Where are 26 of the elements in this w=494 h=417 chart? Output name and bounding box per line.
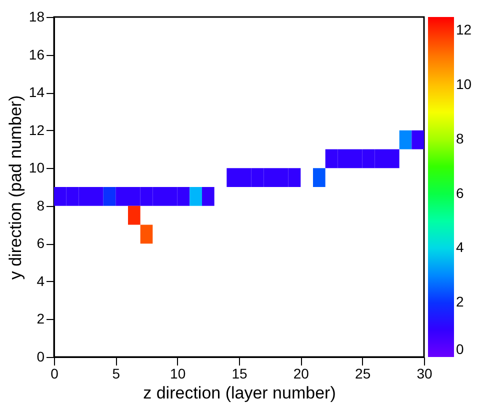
color-bar-label: 8 xyxy=(456,130,464,146)
y-axis-title: y direction (pad number) xyxy=(6,95,25,280)
y-tick-label: 8 xyxy=(36,197,45,214)
color-bar-label: 4 xyxy=(456,239,464,256)
x-tick-label: 15 xyxy=(232,366,248,382)
x-tick-label: 30 xyxy=(416,366,432,382)
color-bar-label: 0 xyxy=(456,341,464,357)
color-bar-label: 6 xyxy=(456,184,464,201)
x-tick-label: 10 xyxy=(170,366,186,382)
y-tick-label: 2 xyxy=(36,310,45,327)
y-tick-label: 18 xyxy=(28,8,45,24)
y-tick-label: 4 xyxy=(36,272,45,289)
color-bar-label: 12 xyxy=(456,22,472,38)
y-tick-label: 6 xyxy=(36,235,45,252)
y-tick-label: 16 xyxy=(28,46,45,62)
color-bar-label: 2 xyxy=(456,294,464,310)
x-tick-label: 25 xyxy=(355,366,371,382)
y-tick-label: 14 xyxy=(28,84,45,100)
color-bar-label: 10 xyxy=(456,76,472,92)
y-tick-label: 10 xyxy=(28,160,45,176)
x-axis-title: z direction (layer number) xyxy=(143,384,336,402)
y-tick-label: 12 xyxy=(28,122,45,138)
y-tick-label: 0 xyxy=(36,348,45,364)
x-tick-label: 20 xyxy=(293,366,310,382)
x-tick-label: 0 xyxy=(50,366,59,382)
x-tick-label: 5 xyxy=(112,366,120,382)
